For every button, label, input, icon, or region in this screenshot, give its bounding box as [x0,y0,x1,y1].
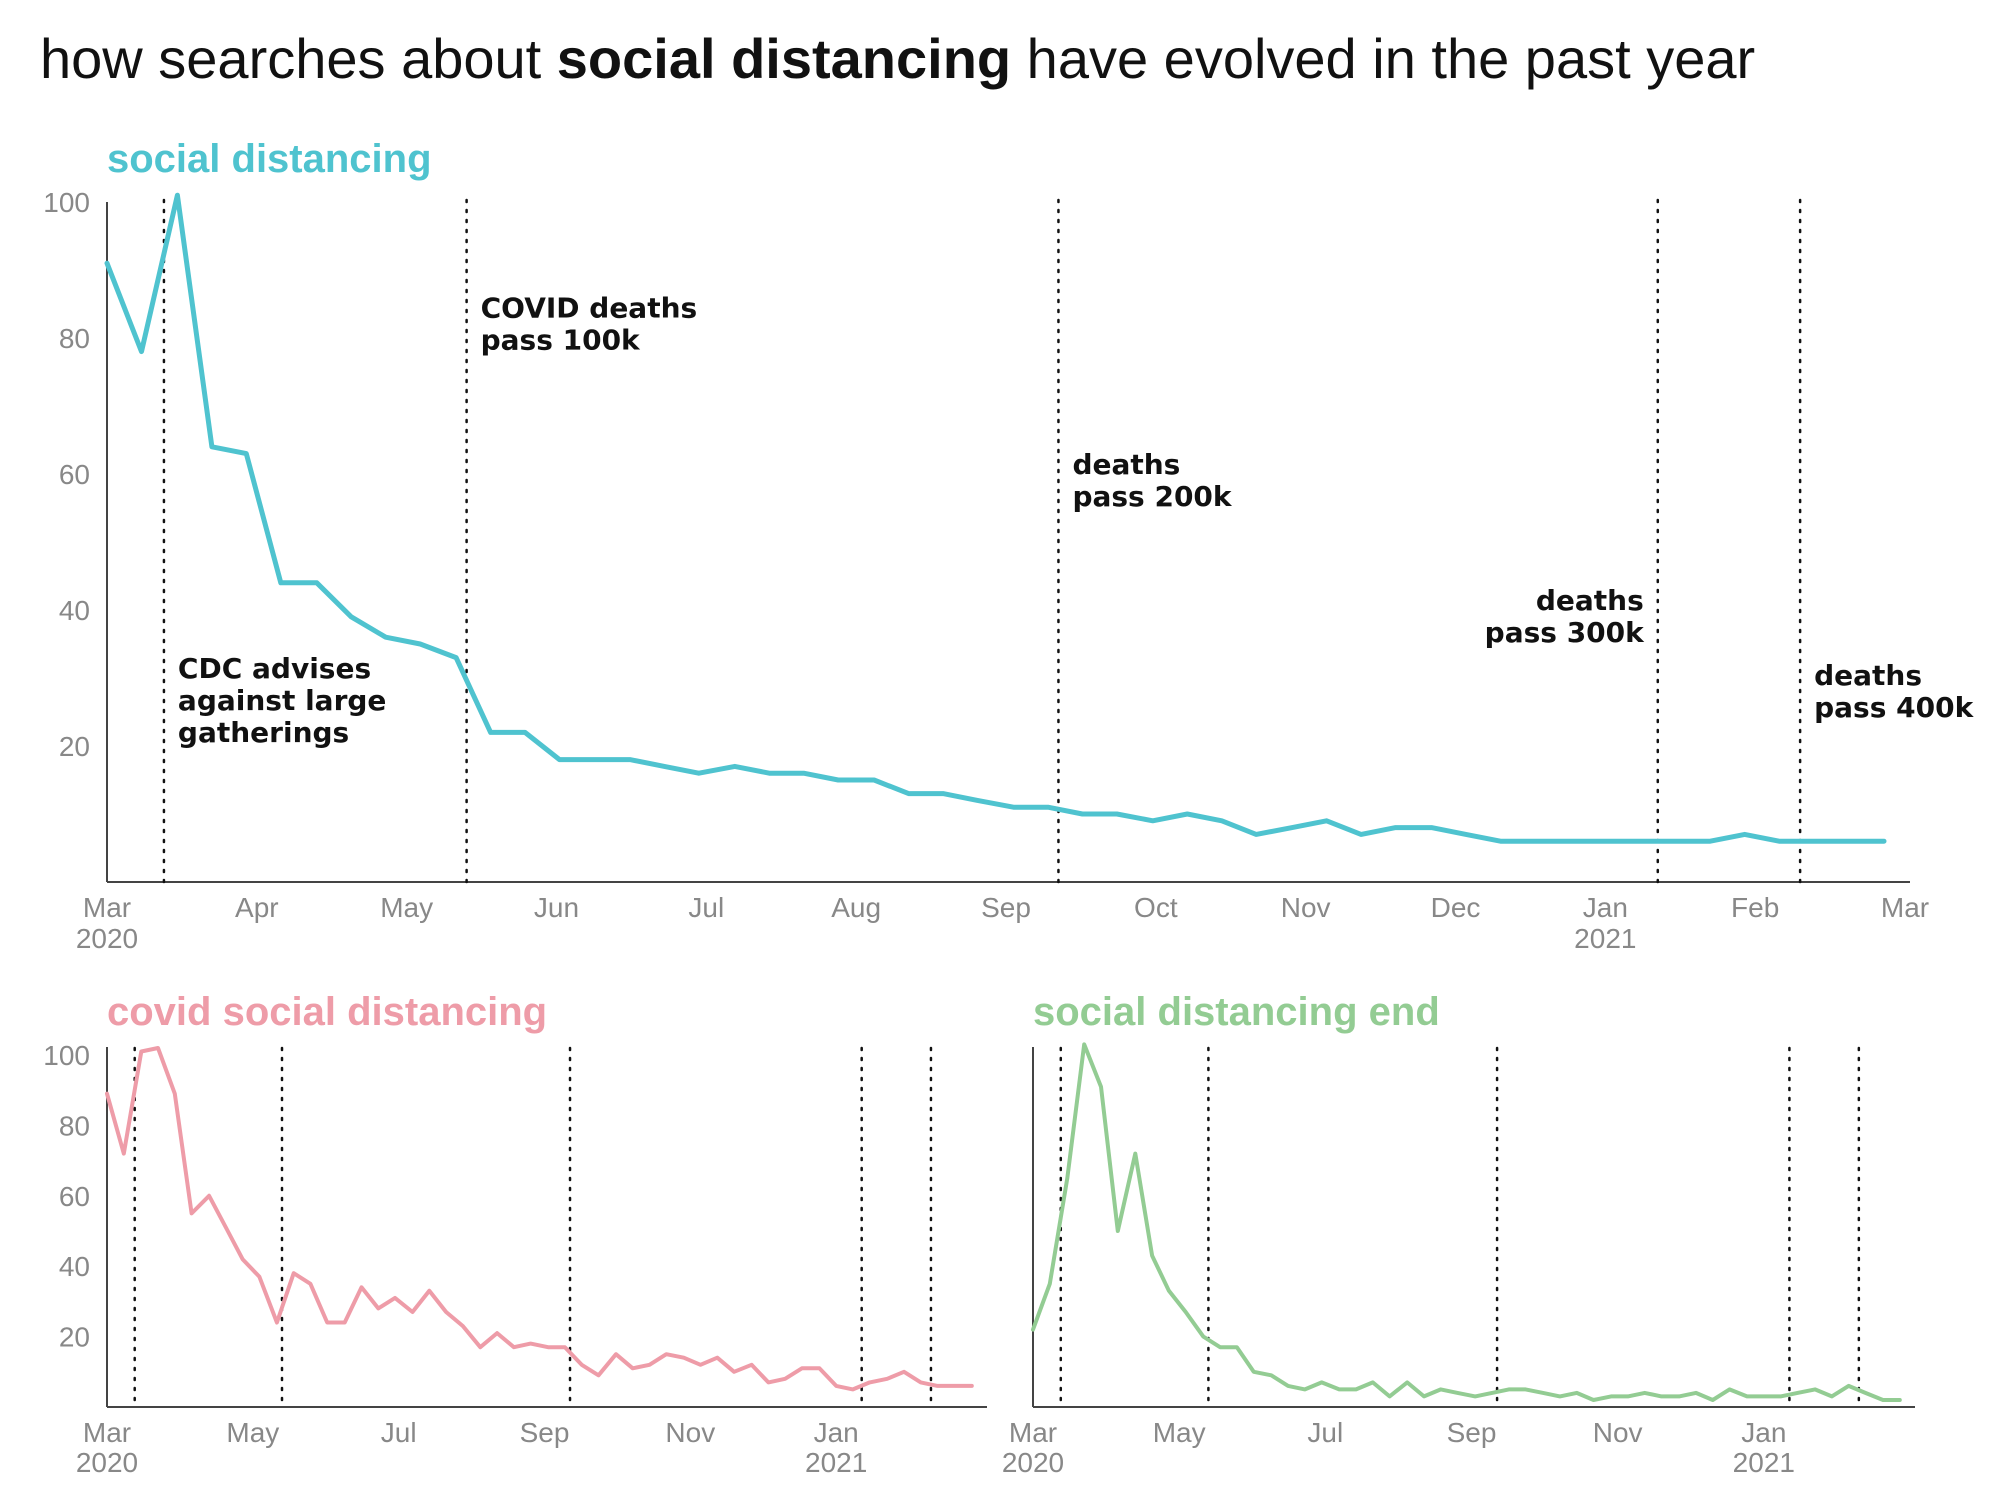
x-tick-year-label: 2021 [805,1447,867,1478]
x-tick-label: May [226,1417,279,1448]
x-tick-label: Sep [520,1417,570,1448]
event-annotation-line: deaths [1814,659,1922,692]
x-tick-label: Sep [1447,1417,1497,1448]
y-tick-label: 80 [59,1110,90,1141]
x-tick-label: Oct [1134,892,1178,923]
panel-title: social distancing end [1033,990,1440,1034]
event-annotation-line: pass 200k [1072,480,1232,513]
y-tick-label: 20 [59,1322,90,1353]
x-tick-label: May [1153,1417,1206,1448]
x-tick-label: Mar [83,1417,131,1448]
panel-title: covid social distancing [107,990,547,1034]
x-tick-label: Sep [981,892,1031,923]
panel-covid-social-distancing: covid social distancing20406080100Mar202… [43,990,987,1478]
event-annotation-line: pass 100k [481,324,641,357]
y-tick-label: 60 [59,1181,90,1212]
event-annotation-line: against large [178,684,386,717]
x-tick-label: Feb [1731,892,1779,923]
x-tick-label: Jan [1741,1417,1786,1448]
series-line [105,1046,974,1392]
x-tick-label: Nov [1593,1417,1643,1448]
x-tick-year-label: 2020 [76,1447,138,1478]
y-tick-label: 100 [43,187,90,218]
panel-title: social distancing [107,137,432,181]
y-tick-label: 100 [43,1040,90,1071]
x-tick-label: Mar [83,892,131,923]
x-tick-label: Nov [665,1417,715,1448]
x-tick-label: Dec [1431,892,1481,923]
x-tick-label: Apr [235,892,279,923]
y-tick-label: 60 [59,459,90,490]
event-annotation-line: pass 400k [1814,691,1974,724]
x-tick-year-label: 2021 [1733,1447,1795,1478]
series-line [1031,1042,1902,1402]
event-annotation-line: pass 300k [1485,616,1645,649]
x-tick-label: May [380,892,433,923]
figure-title-after: have evolved in the past year [1011,27,1755,90]
event-annotation-line: deaths [1072,448,1180,481]
figure-title: how searches about social distancing hav… [40,27,1755,90]
x-tick-year-label: 2020 [76,923,138,954]
event-annotation-line: gatherings [178,716,349,749]
event-annotation-line: deaths [1536,584,1644,617]
y-tick-label: 20 [59,731,90,762]
x-tick-year-label: 2021 [1574,923,1636,954]
series-line [104,192,1887,844]
y-tick-label: 40 [59,1251,90,1282]
x-tick-label: Nov [1281,892,1331,923]
x-tick-label: Mar [1009,1417,1057,1448]
event-annotation-line: COVID deaths [481,292,698,325]
x-tick-label: Mar [1881,892,1929,923]
x-tick-label: Jul [1307,1417,1343,1448]
figure-title-bold: social distancing [557,27,1011,90]
y-tick-label: 40 [59,595,90,626]
x-tick-label: Aug [831,892,881,923]
x-tick-label: Jan [814,1417,859,1448]
event-annotation-line: CDC advises [178,652,371,685]
x-tick-label: Jun [534,892,579,923]
figure-title-before: how searches about [40,27,557,90]
y-tick-label: 80 [59,323,90,354]
x-tick-label: Jan [1583,892,1628,923]
x-tick-label: Jul [688,892,724,923]
x-tick-year-label: 2020 [1002,1447,1064,1478]
x-tick-label: Jul [381,1417,417,1448]
